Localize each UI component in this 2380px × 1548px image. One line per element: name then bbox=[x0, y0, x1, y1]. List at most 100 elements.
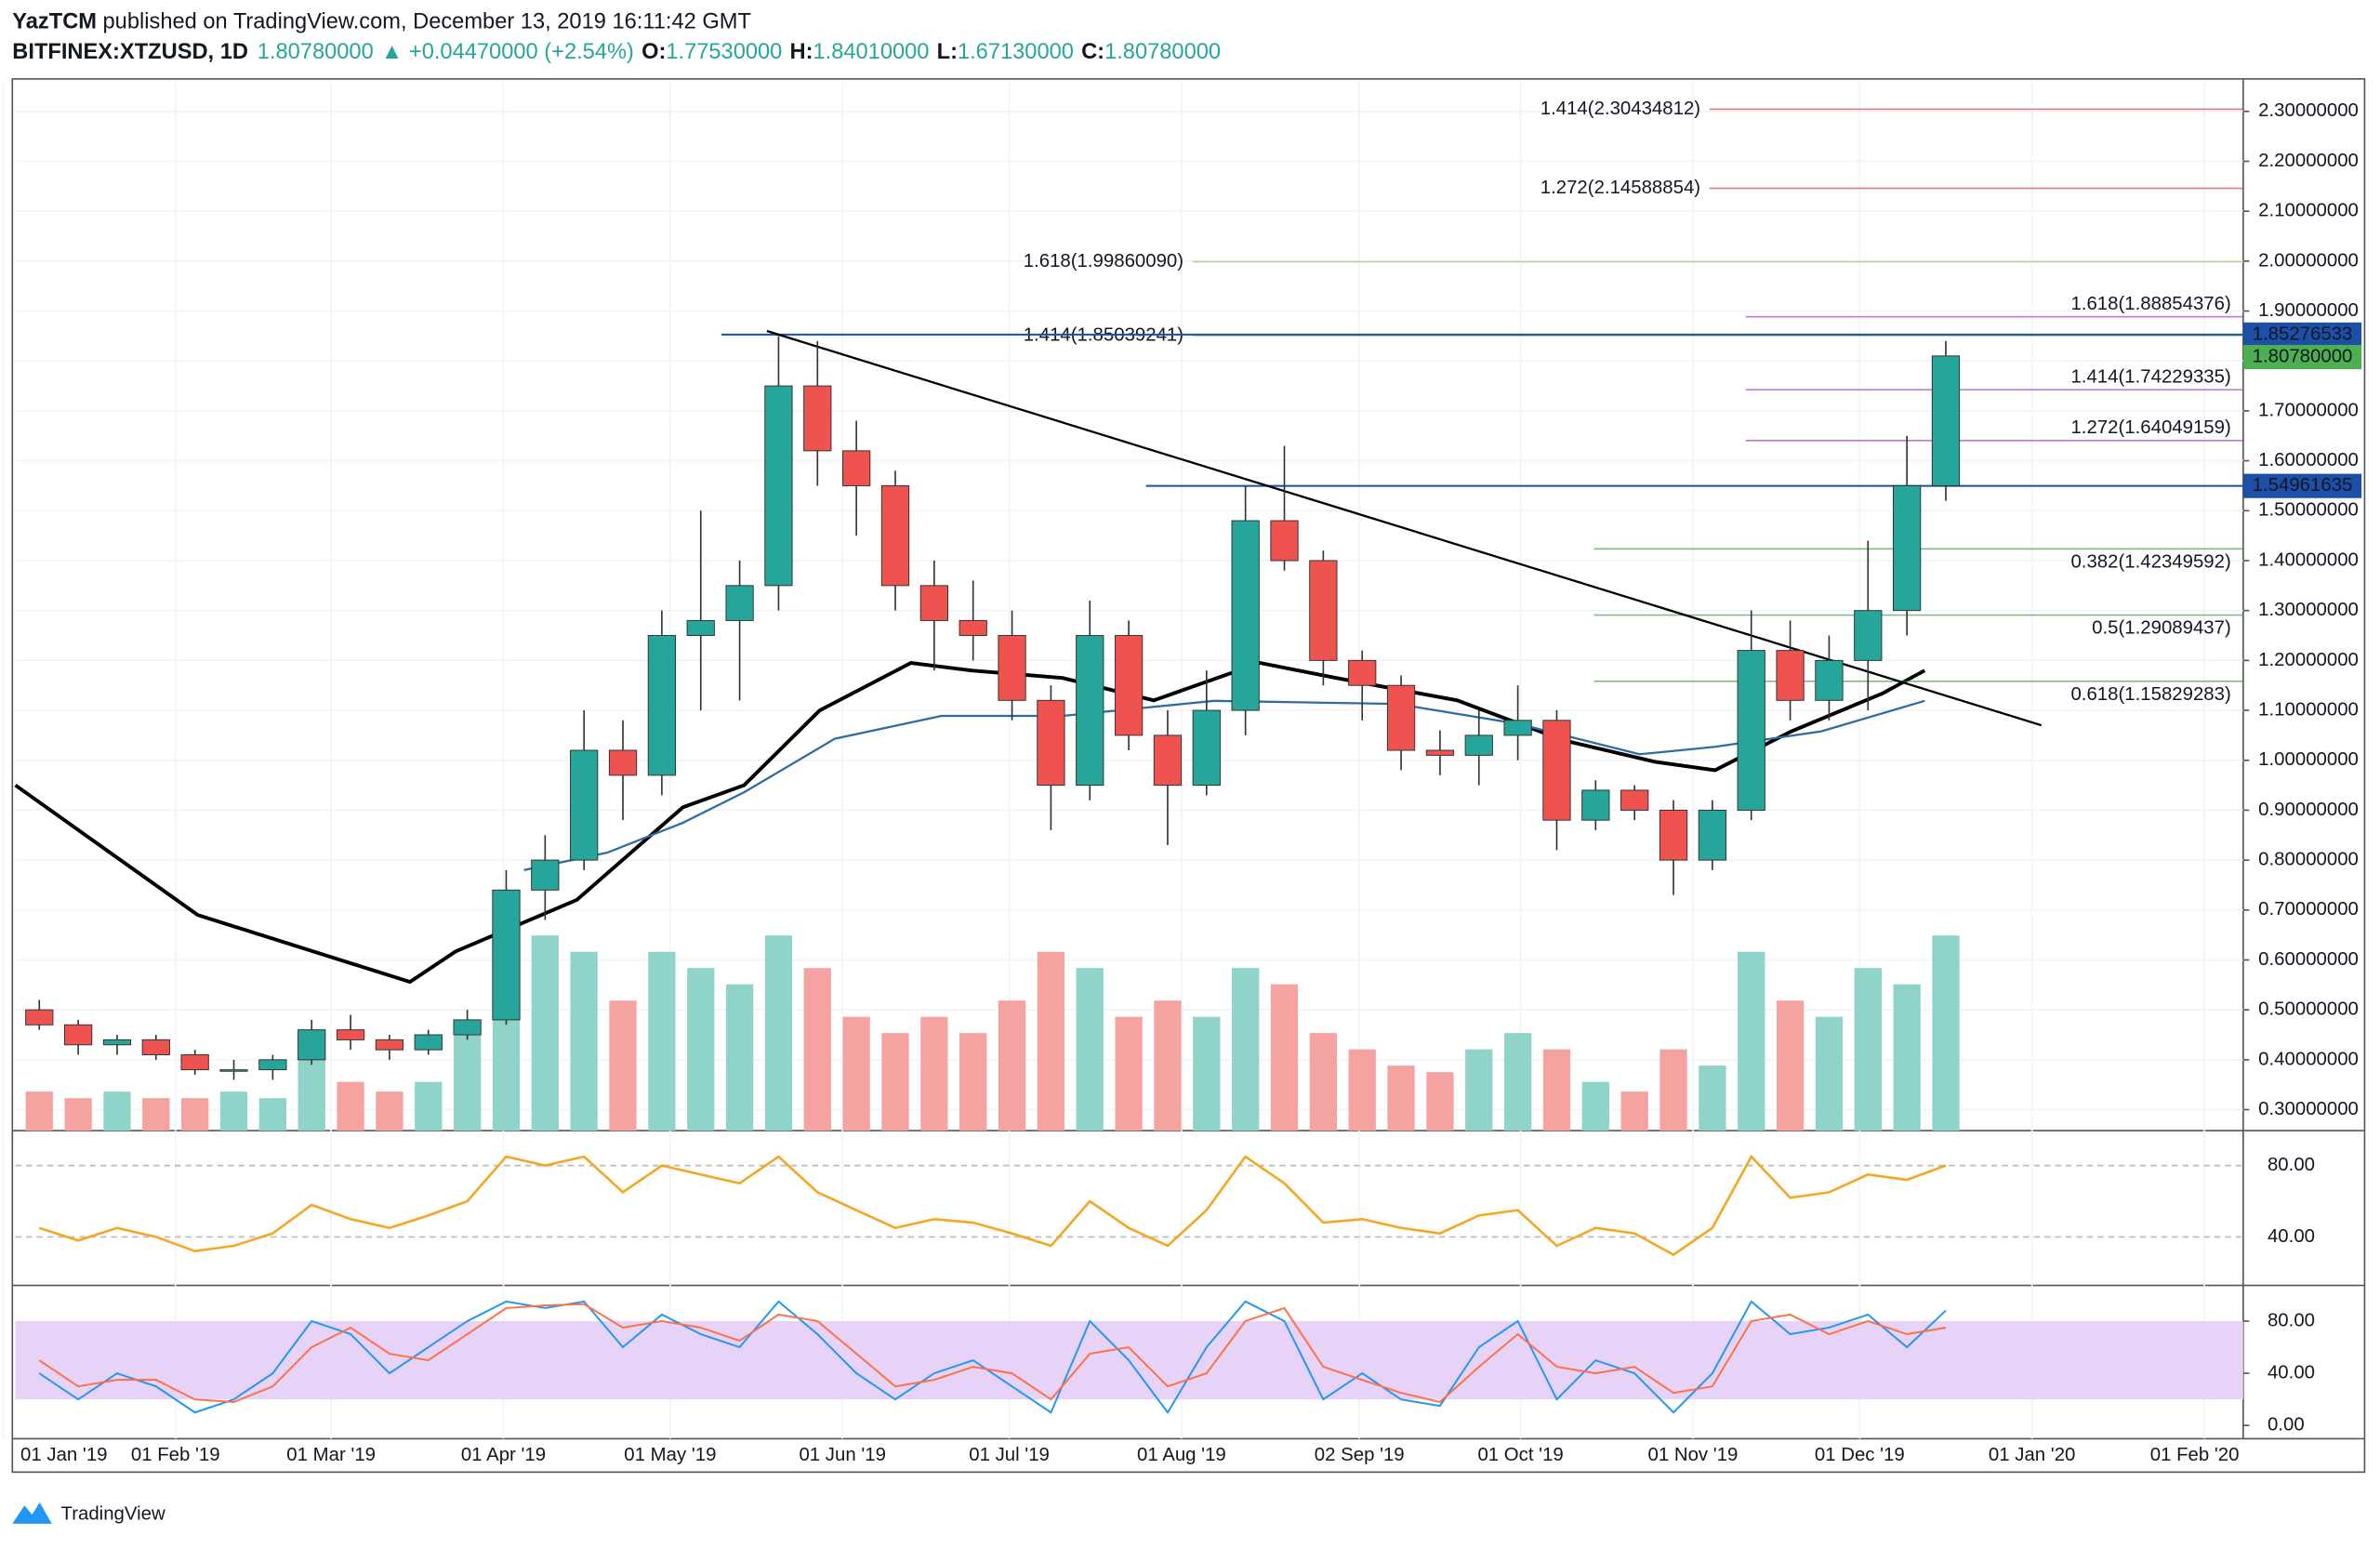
price-tag-label: 1.85276533 bbox=[2253, 324, 2353, 344]
candle-body bbox=[1348, 659, 1377, 686]
volume-bar bbox=[1815, 1016, 1844, 1131]
volume-bar bbox=[103, 1092, 131, 1131]
candle-body bbox=[1425, 749, 1455, 756]
candle-body bbox=[919, 585, 948, 621]
candle-body bbox=[1815, 659, 1844, 701]
volume-bar bbox=[1348, 1049, 1376, 1131]
volume-bar bbox=[531, 935, 559, 1131]
y-tick-label: 1.30000000 bbox=[2258, 600, 2359, 620]
y-tick-label: 2.20000000 bbox=[2258, 151, 2359, 171]
candle-body bbox=[1114, 635, 1144, 736]
y-tick-label: 1.70000000 bbox=[2258, 400, 2359, 420]
x-tick-label: 01 Jan '19 bbox=[20, 1445, 107, 1465]
candle-body bbox=[842, 450, 871, 486]
rsi-tick-label: 40.00 bbox=[2268, 1226, 2315, 1247]
stoch-line bbox=[38, 1303, 1947, 1404]
y-tick-label: 0.50000000 bbox=[2258, 999, 2359, 1020]
candle-body bbox=[1659, 809, 1688, 861]
candle-body bbox=[647, 635, 677, 776]
x-tick-label: 01 Dec '19 bbox=[1815, 1445, 1905, 1465]
logo: TradingView bbox=[12, 1502, 165, 1524]
candle-body bbox=[1386, 684, 1416, 751]
x-tick-label: 01 Feb '19 bbox=[131, 1445, 220, 1465]
candle-body bbox=[1153, 734, 1183, 787]
rsi-line bbox=[38, 1154, 1947, 1257]
volume-bar bbox=[1037, 951, 1065, 1131]
volume-bar bbox=[920, 1016, 948, 1131]
candle-body bbox=[219, 1069, 248, 1072]
volume-bar bbox=[1270, 984, 1299, 1131]
y-tick-label: 1.10000000 bbox=[2258, 699, 2359, 720]
candle-body bbox=[1503, 720, 1532, 736]
rsi-tick-label: 80.00 bbox=[2268, 1155, 2315, 1175]
x-tick-label: 01 Jun '19 bbox=[799, 1445, 885, 1465]
price-tag bbox=[2242, 322, 2362, 347]
candle-body bbox=[803, 385, 832, 452]
fib-label: 1.414(1.74229335) bbox=[2070, 367, 2230, 388]
volume-bar bbox=[609, 1000, 637, 1131]
volume-bar bbox=[1426, 1072, 1454, 1131]
candle-body bbox=[1620, 789, 1649, 811]
y-tick-label: 1.60000000 bbox=[2258, 450, 2359, 470]
volume-bar bbox=[959, 1033, 987, 1131]
candle-body bbox=[141, 1039, 170, 1055]
y-tick-label: 0.60000000 bbox=[2258, 949, 2359, 970]
stoch-tick-label: 40.00 bbox=[2268, 1362, 2315, 1383]
volume-bar bbox=[1659, 1049, 1687, 1131]
y-tick-label: 2.30000000 bbox=[2258, 100, 2359, 121]
ohlc-value: 1.67130000 bbox=[958, 40, 1074, 64]
x-tick-label: 01 Jan '20 bbox=[1989, 1445, 2075, 1465]
volume-bar bbox=[415, 1081, 443, 1131]
y-tick-label: 0.30000000 bbox=[2258, 1099, 2359, 1119]
volume-bar bbox=[1776, 1000, 1805, 1131]
candle-body bbox=[1892, 484, 1922, 612]
y-tick-label: 1.00000000 bbox=[2258, 749, 2359, 770]
ohlc-label: O: bbox=[641, 40, 666, 64]
candle-body bbox=[1231, 520, 1260, 711]
volume-bar bbox=[725, 984, 754, 1131]
stoch-tick-label: 80.00 bbox=[2268, 1310, 2315, 1330]
candle-body bbox=[1581, 789, 1610, 821]
volume-bar bbox=[648, 951, 676, 1131]
candle-body bbox=[1776, 650, 1805, 701]
logo-icon bbox=[12, 1502, 52, 1524]
candle-body bbox=[102, 1039, 132, 1046]
header-line: YazTCM published on TradingView.com, Dece… bbox=[12, 10, 751, 34]
candle-body bbox=[63, 1024, 93, 1046]
fib-label: 1.618(1.88854376) bbox=[2070, 294, 2230, 314]
last-price: 1.80780000 bbox=[258, 40, 374, 64]
price-tag-label: 1.80780000 bbox=[2253, 346, 2353, 366]
volume-bar bbox=[337, 1081, 364, 1131]
volume-bar bbox=[1542, 1049, 1571, 1131]
stoch-tick-label: 0.00 bbox=[2268, 1415, 2305, 1436]
volume-bar bbox=[25, 1092, 53, 1131]
volume-bar bbox=[1699, 1065, 1726, 1131]
fib-label: 1.618(1.99860090) bbox=[1024, 251, 1183, 271]
fib-label: 1.272(1.64049159) bbox=[2070, 417, 2230, 438]
ohlc-value: 1.77530000 bbox=[666, 40, 782, 64]
fib-label: 0.5(1.29089437) bbox=[2092, 618, 2231, 639]
frame bbox=[11, 78, 2366, 1474]
ohlc-value: 1.84010000 bbox=[813, 40, 929, 64]
candle-body bbox=[764, 385, 793, 587]
y-tick-label: 1.40000000 bbox=[2258, 549, 2359, 570]
x-tick-label: 01 Apr '19 bbox=[461, 1445, 546, 1465]
fib-label: 0.618(1.15829283) bbox=[2070, 684, 2230, 705]
candle-body bbox=[1542, 720, 1571, 821]
volume-bar bbox=[764, 935, 793, 1131]
volume-bar bbox=[376, 1092, 403, 1131]
price-tag bbox=[2242, 344, 2362, 370]
candle-body bbox=[414, 1034, 443, 1051]
volume-bar bbox=[64, 1098, 92, 1131]
volume-bar bbox=[1893, 984, 1921, 1131]
candle-body bbox=[608, 749, 638, 776]
candle-body bbox=[959, 619, 987, 637]
candle-body bbox=[1037, 699, 1065, 787]
volume-bar bbox=[1193, 1016, 1221, 1131]
ohlc-value: 1.80780000 bbox=[1104, 40, 1221, 64]
candle-body bbox=[1464, 734, 1493, 756]
volume-bar bbox=[219, 1092, 248, 1131]
x-tick-label: 01 Oct '19 bbox=[1477, 1445, 1563, 1465]
price-tag bbox=[2242, 473, 2362, 498]
